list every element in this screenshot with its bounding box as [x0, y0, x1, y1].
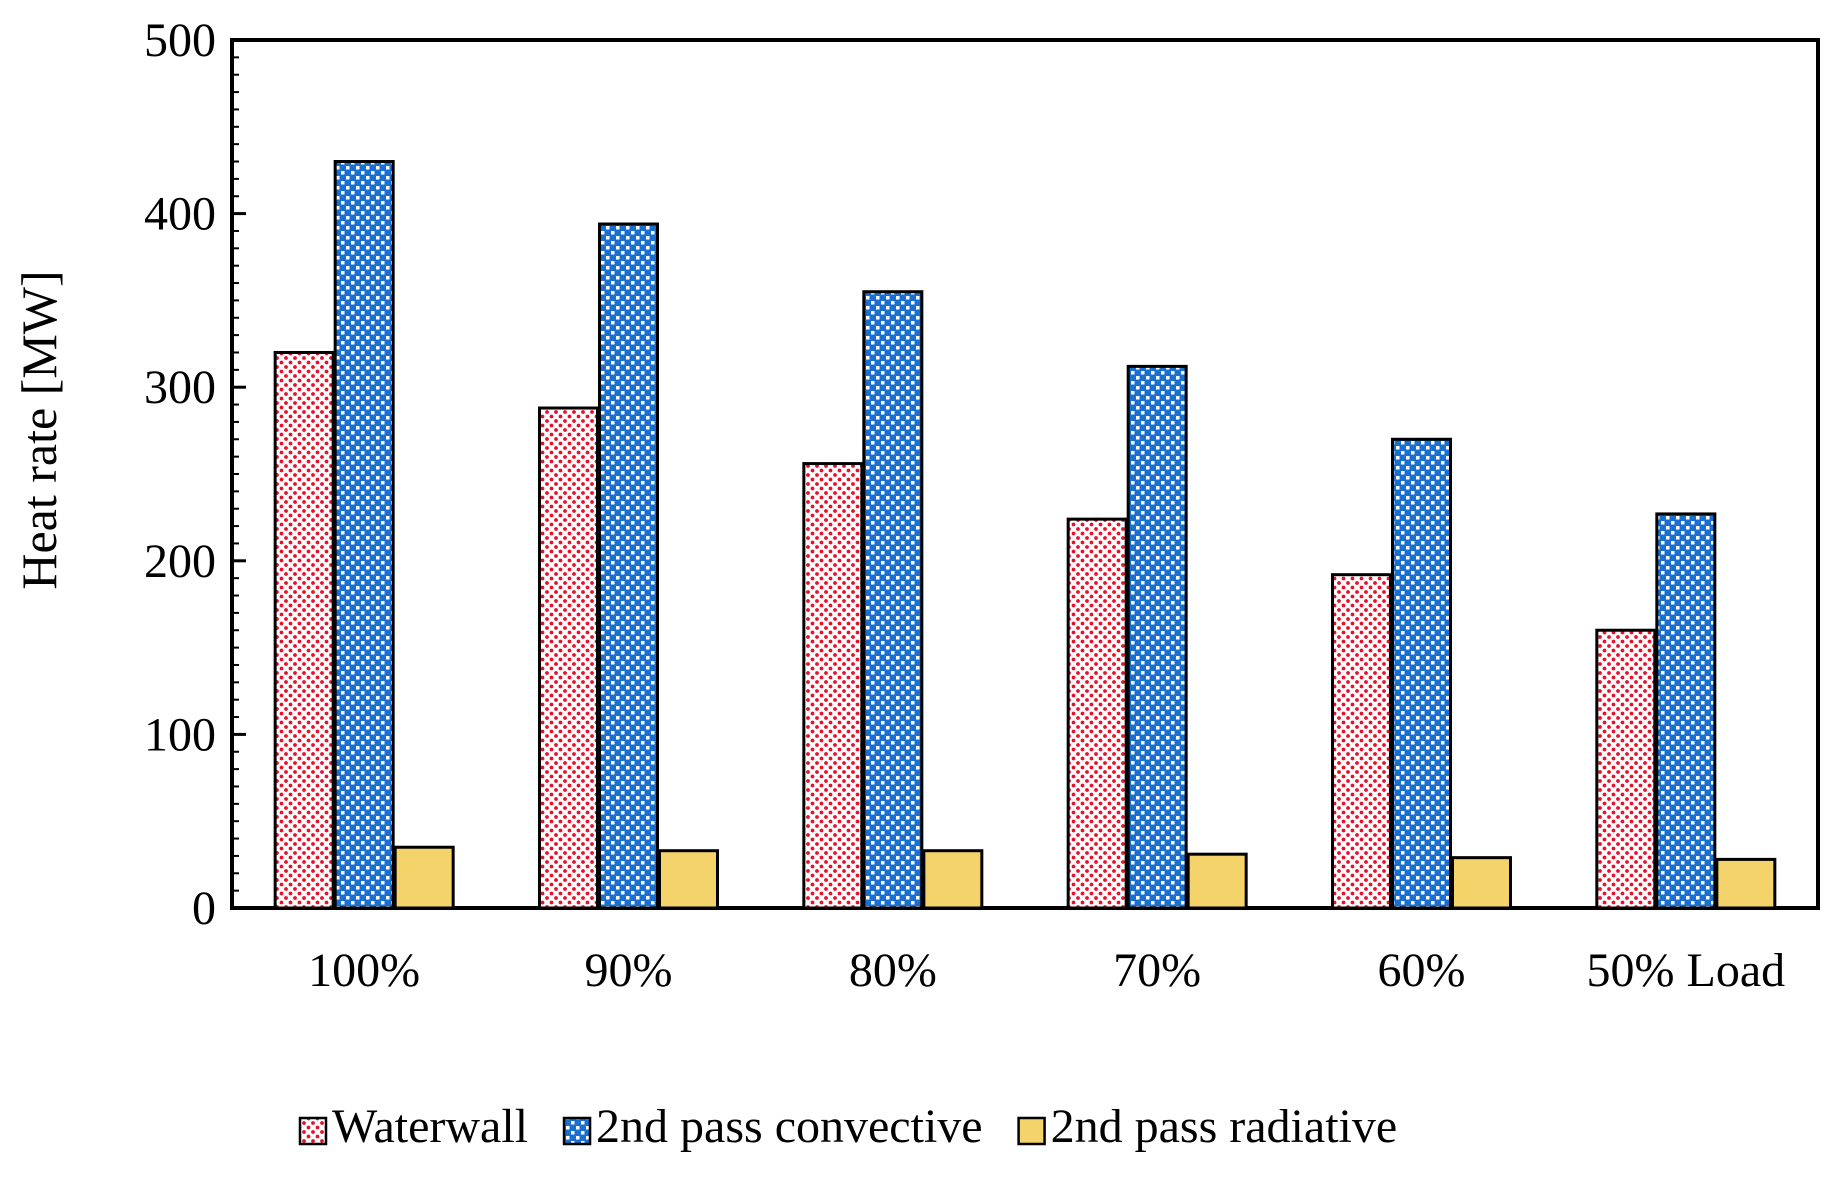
- x-tick-label: 100%: [308, 944, 420, 997]
- legend-swatch-1: [562, 1116, 592, 1146]
- plot-area: [230, 38, 1820, 910]
- legend-label-1: 2nd pass convective: [596, 1100, 983, 1153]
- legend-swatch-2: [1017, 1116, 1046, 1146]
- y-tick-label: 400: [144, 188, 216, 241]
- bar-2nd-pass-radiative-0: [393, 845, 455, 910]
- plot-frame: [230, 38, 1820, 910]
- legend-swatch-0: [298, 1116, 328, 1146]
- bar-2nd-pass-convective-2: [862, 290, 924, 910]
- legend-label-0: Waterwall: [332, 1100, 528, 1153]
- bar-waterwall-0: [273, 350, 335, 910]
- x-tick-label: 70%: [1113, 944, 1201, 997]
- legend-label-2: 2nd pass radiative: [1051, 1100, 1398, 1153]
- bar-2nd-pass-radiative-3: [1186, 852, 1248, 910]
- bar-waterwall-4: [1331, 573, 1392, 910]
- legend: Waterwall 2nd pass convective 2nd pass rad…: [298, 1100, 1398, 1153]
- y-tick-label: 200: [144, 535, 216, 588]
- bar-waterwall-3: [1066, 517, 1128, 910]
- bar-2nd-pass-convective-1: [598, 222, 659, 910]
- x-tick-label: 60%: [1378, 944, 1466, 997]
- bar-2nd-pass-radiative-1: [658, 849, 719, 910]
- bar-2nd-pass-convective-3: [1126, 364, 1188, 910]
- y-tick-label: 100: [144, 708, 216, 761]
- bar-waterwall-5: [1595, 628, 1657, 910]
- x-tick-label: 50% Load: [1587, 944, 1786, 997]
- bars-layer: [273, 160, 1777, 910]
- bar-waterwall-2: [802, 462, 864, 910]
- bar-2nd-pass-convective-0: [333, 160, 395, 910]
- x-axis: 100% 90% 80% 70% 60% 50% Load: [308, 944, 1785, 997]
- bar-2nd-pass-radiative-2: [922, 849, 984, 910]
- bar-2nd-pass-radiative-5: [1715, 857, 1777, 910]
- bar-2nd-pass-radiative-4: [1451, 856, 1512, 910]
- y-axis-title: Heat rate [MW]: [11, 270, 67, 589]
- bar-2nd-pass-convective-5: [1655, 512, 1717, 910]
- bar-2nd-pass-convective-4: [1391, 437, 1452, 910]
- y-tick-label: 500: [144, 14, 216, 67]
- y-tick-label: 0: [192, 882, 216, 935]
- x-tick-label: 90%: [585, 944, 673, 997]
- y-axis: 0 100 200 300 400 500: [144, 14, 246, 935]
- x-tick-label: 80%: [849, 944, 937, 997]
- y-tick-label: 300: [144, 361, 216, 414]
- bar-waterwall-1: [538, 406, 599, 910]
